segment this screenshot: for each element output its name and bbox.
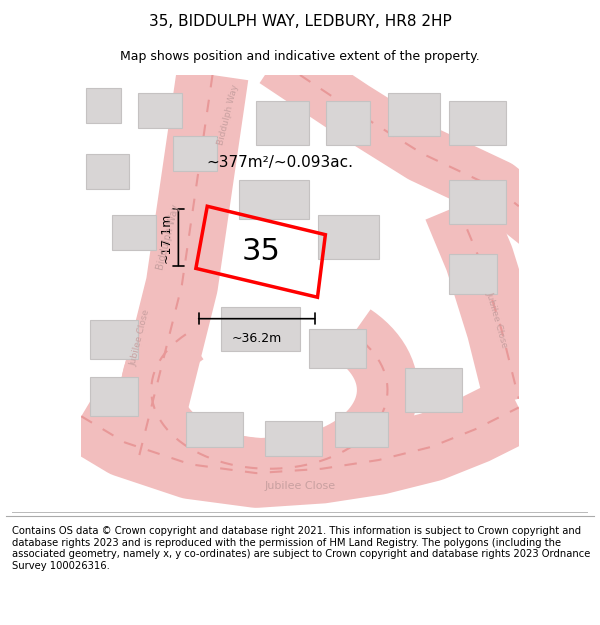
- Polygon shape: [317, 215, 379, 259]
- Polygon shape: [405, 368, 462, 412]
- Polygon shape: [326, 101, 370, 145]
- Polygon shape: [112, 215, 155, 250]
- Polygon shape: [449, 254, 497, 294]
- Polygon shape: [449, 101, 506, 145]
- Polygon shape: [186, 412, 243, 447]
- Polygon shape: [90, 377, 138, 416]
- Text: Jubilee Close: Jubilee Close: [129, 308, 152, 367]
- Polygon shape: [388, 92, 440, 136]
- Polygon shape: [86, 154, 130, 189]
- Text: 35, BIDDULPH WAY, LEDBURY, HR8 2HP: 35, BIDDULPH WAY, LEDBURY, HR8 2HP: [149, 14, 451, 29]
- Text: Jubilee Close: Jubilee Close: [485, 291, 509, 349]
- Text: Contains OS data © Crown copyright and database right 2021. This information is : Contains OS data © Crown copyright and d…: [12, 526, 590, 571]
- Text: ~377m²/~0.093ac.: ~377m²/~0.093ac.: [206, 155, 353, 170]
- Polygon shape: [256, 101, 309, 145]
- Polygon shape: [221, 307, 300, 351]
- Polygon shape: [90, 320, 138, 359]
- Text: Map shows position and indicative extent of the property.: Map shows position and indicative extent…: [120, 50, 480, 62]
- Polygon shape: [239, 180, 309, 219]
- Text: Biddulph Way: Biddulph Way: [156, 203, 182, 271]
- Text: ~17.1m: ~17.1m: [160, 212, 173, 262]
- Polygon shape: [138, 92, 182, 128]
- Text: 35: 35: [242, 237, 281, 266]
- Polygon shape: [173, 136, 217, 171]
- Polygon shape: [265, 421, 322, 456]
- Text: Biddulph Way: Biddulph Way: [216, 83, 239, 146]
- Text: ~36.2m: ~36.2m: [232, 332, 282, 345]
- Polygon shape: [449, 180, 506, 224]
- Text: Jubilee Close: Jubilee Close: [265, 481, 335, 491]
- Polygon shape: [335, 412, 388, 447]
- Polygon shape: [309, 329, 365, 368]
- Polygon shape: [86, 88, 121, 123]
